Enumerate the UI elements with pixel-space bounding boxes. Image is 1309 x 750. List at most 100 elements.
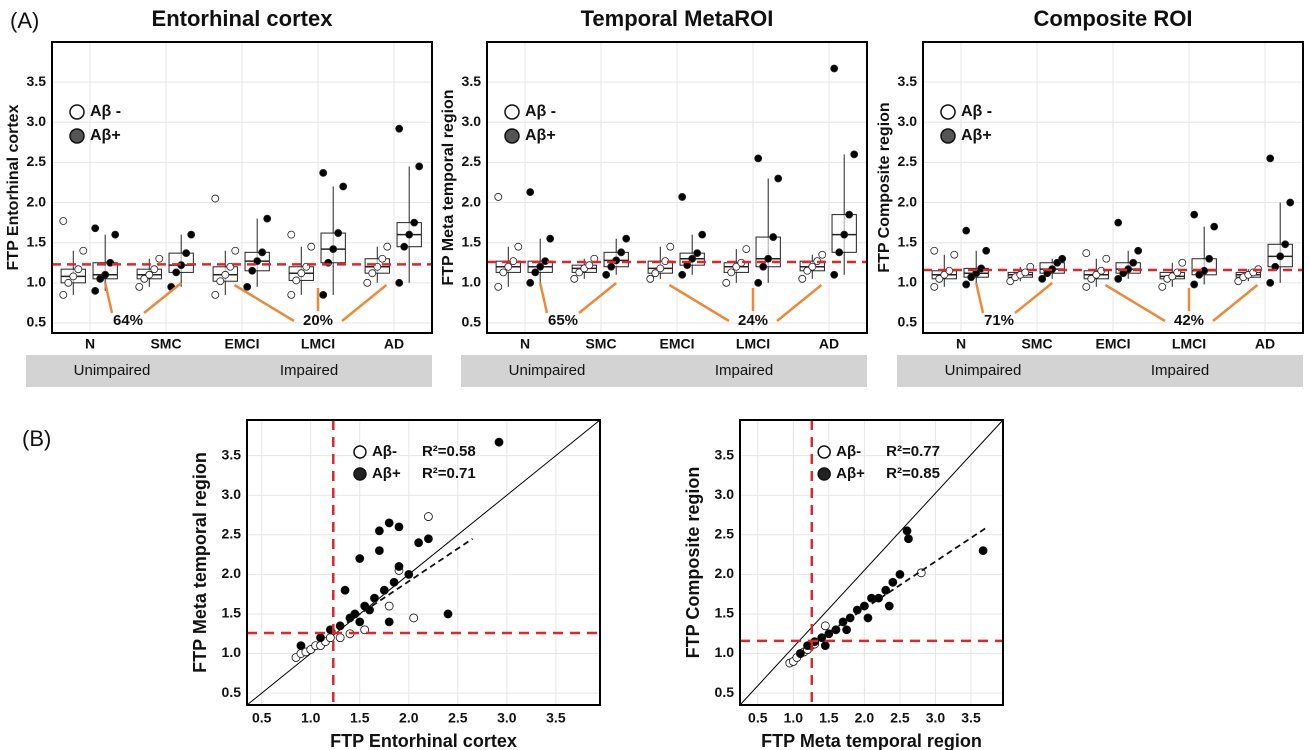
x-tick-label: AD <box>1255 336 1275 352</box>
point <box>1190 280 1199 289</box>
point <box>845 210 854 219</box>
point <box>1195 270 1204 279</box>
point <box>830 64 839 73</box>
point <box>962 226 971 235</box>
y-tick-label: 3.5 <box>898 73 918 89</box>
annotation: 71% <box>984 312 1014 329</box>
point <box>504 262 513 271</box>
point <box>334 229 343 237</box>
y-tick-label: 2.0 <box>27 193 47 209</box>
point <box>1092 270 1101 279</box>
x-tick-label: 3.5 <box>546 710 566 726</box>
y-tick-label: 3.5 <box>462 73 482 89</box>
y-tick-label: 1.5 <box>715 605 735 621</box>
point <box>335 633 345 643</box>
y-tick-label: 1.5 <box>462 233 482 249</box>
point <box>135 282 144 291</box>
legend-label: Aβ - <box>961 103 992 120</box>
point <box>902 526 912 536</box>
point <box>803 266 812 275</box>
point <box>355 554 365 563</box>
y-tick-label: 2.5 <box>898 153 918 169</box>
point <box>221 270 230 279</box>
point <box>59 217 68 225</box>
group-label: Impaired <box>280 362 338 379</box>
point <box>340 585 350 595</box>
point <box>405 230 414 239</box>
point <box>96 274 105 283</box>
legend-label: Aβ+ <box>90 127 121 144</box>
x-tick-label: LMCI <box>301 336 335 352</box>
point <box>150 265 159 274</box>
x-tick-label: 1.5 <box>819 710 839 726</box>
panel-label: (A) <box>10 8 39 33</box>
y-tick-label: 3.0 <box>898 113 918 129</box>
point <box>374 526 384 536</box>
point <box>1190 210 1199 219</box>
point <box>808 262 817 271</box>
point <box>546 234 555 243</box>
point <box>536 262 545 271</box>
point <box>977 264 986 273</box>
y-tick-label: 1.5 <box>898 233 918 249</box>
y-tick-label: 0.5 <box>462 314 482 330</box>
trend-line <box>796 527 986 655</box>
point <box>384 617 394 627</box>
x-tick-label: EMCI <box>1096 336 1131 352</box>
x-tick-label: 3.0 <box>497 710 517 726</box>
y-tick-label: 1.0 <box>222 644 242 660</box>
y-tick-label: 1.0 <box>715 644 735 660</box>
point <box>335 621 345 631</box>
x-tick-label: 2.5 <box>890 710 910 726</box>
point <box>526 188 535 197</box>
point <box>759 262 768 271</box>
point <box>409 613 419 623</box>
point <box>531 268 540 277</box>
point <box>1168 272 1177 281</box>
point <box>1234 277 1243 286</box>
connector <box>143 282 182 314</box>
x-tick-label: AD <box>384 336 404 352</box>
point <box>881 585 891 595</box>
point <box>101 270 110 279</box>
point <box>187 230 196 239</box>
x-axis-label: FTP Entorhinal cortex <box>330 731 517 750</box>
point <box>678 270 687 279</box>
point <box>570 274 579 283</box>
point <box>722 278 731 287</box>
group-box <box>26 355 198 387</box>
point <box>494 282 503 291</box>
point <box>617 248 626 257</box>
y-tick-label: 2.0 <box>715 565 735 581</box>
plot-frame <box>246 419 601 706</box>
y-tick-label: 1.5 <box>27 233 47 249</box>
point <box>607 262 616 271</box>
point <box>1286 198 1295 207</box>
point <box>727 268 736 277</box>
point <box>258 248 267 257</box>
point <box>292 276 301 285</box>
point <box>91 286 100 295</box>
point <box>666 242 675 251</box>
legend-marker <box>69 104 85 120</box>
point <box>111 230 120 239</box>
point <box>840 230 849 239</box>
group-label: Impaired <box>1151 362 1209 379</box>
legend-label: Aβ+ <box>961 127 992 144</box>
y-tick-label: 2.0 <box>222 565 242 581</box>
point <box>1102 254 1111 263</box>
chart-title: Composite ROI <box>1034 6 1193 31</box>
legend-marker <box>817 445 831 459</box>
point <box>940 270 949 279</box>
y-axis-label: FTP Composite region <box>876 102 893 272</box>
y-tick-label: 3.0 <box>715 486 735 502</box>
point <box>287 290 296 299</box>
x-tick-label: SMC <box>1021 336 1052 352</box>
point <box>172 268 181 277</box>
legend-label: Aβ- <box>836 443 861 460</box>
point <box>296 641 306 651</box>
point <box>930 282 939 291</box>
y-tick-label: 3.0 <box>462 113 482 129</box>
point <box>414 538 423 548</box>
